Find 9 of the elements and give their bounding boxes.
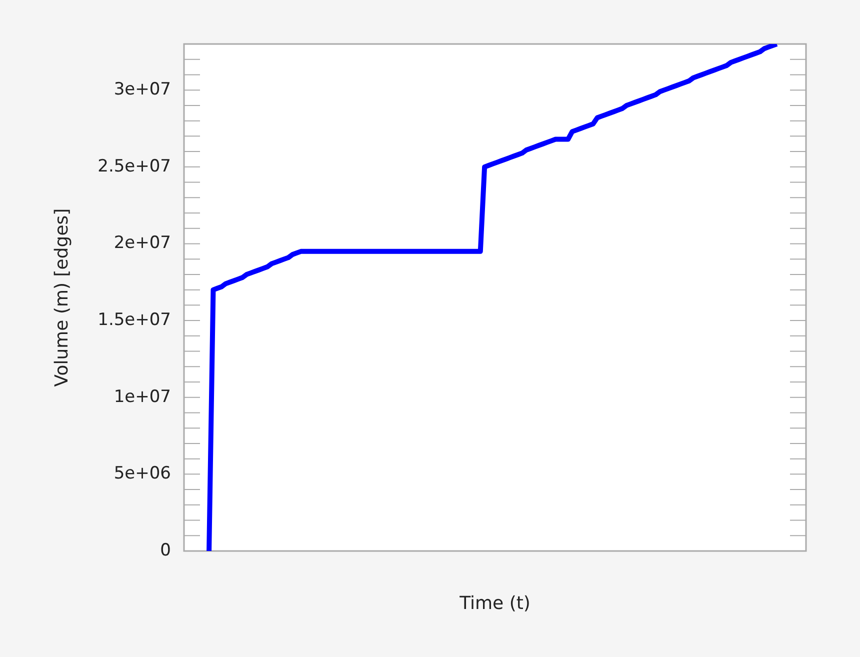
y-tick-label: 3e+07 <box>114 80 171 100</box>
y-tick-label: 1e+07 <box>114 386 171 407</box>
y-tick-label: 5e+06 <box>114 464 171 484</box>
y-tick-label: 0 <box>160 540 171 560</box>
y-tick-label: 1.5e+07 <box>98 310 171 330</box>
y-tick-label: 2e+07 <box>114 233 171 254</box>
x-axis-title: Time (t) <box>458 592 530 614</box>
y-tick-label: 2.5e+07 <box>98 156 171 176</box>
y-axis-title: Volume (m) [edges] <box>51 208 72 387</box>
